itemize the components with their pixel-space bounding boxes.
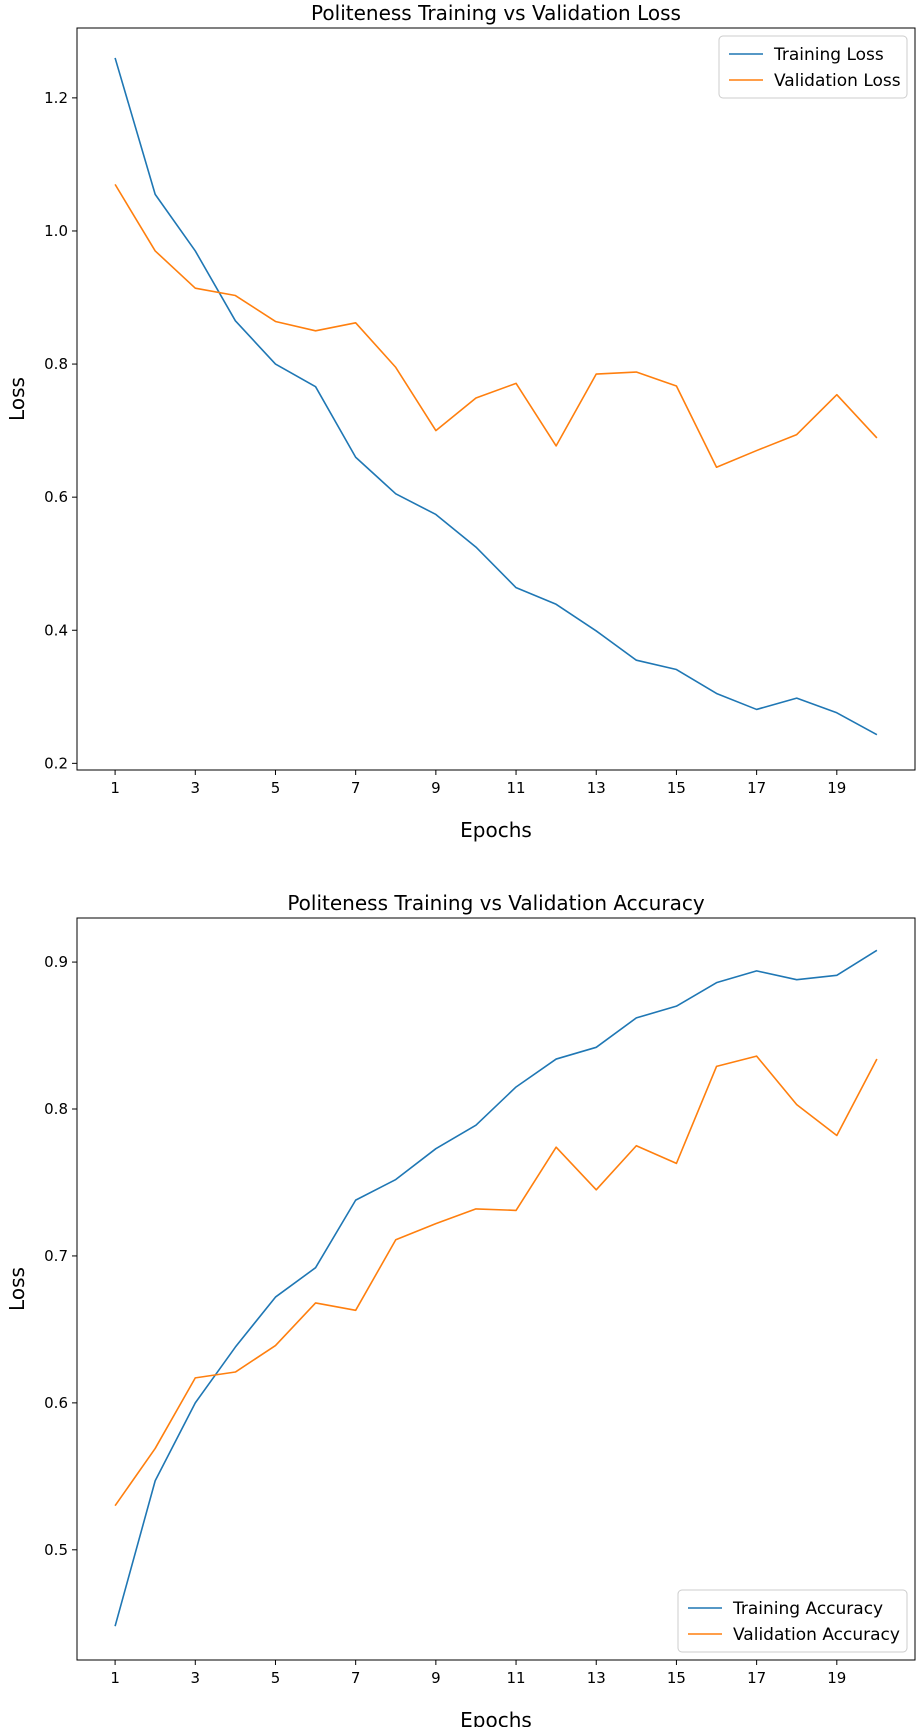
x-tick-label: 5 xyxy=(271,1669,281,1687)
x-tick-label: 11 xyxy=(507,1669,526,1687)
x-tick-label: 1 xyxy=(110,1669,120,1687)
chart-title: Politeness Training vs Validation Loss xyxy=(311,1,681,25)
y-tick-label: 1.2 xyxy=(44,89,68,107)
x-tick-label: 9 xyxy=(431,1669,441,1687)
chart-panel-2: Politeness Training vs Validation Accura… xyxy=(5,891,916,1727)
x-axis-label: Epochs xyxy=(460,818,532,842)
legend-label: Validation Loss xyxy=(774,71,901,91)
x-tick-label: 9 xyxy=(431,779,441,797)
plot-frame xyxy=(76,27,916,771)
chart-title: Politeness Training vs Validation Accura… xyxy=(287,891,704,915)
x-axis-label: Epochs xyxy=(460,1708,532,1727)
y-axis-label: Loss xyxy=(5,377,29,421)
x-tick-label: 11 xyxy=(507,779,526,797)
y-tick-label: 1.0 xyxy=(44,222,68,240)
legend: Training Loss Validation Loss xyxy=(718,35,908,99)
y-tick-label: 0.7 xyxy=(44,1247,68,1265)
series-line-1 xyxy=(114,949,878,1627)
x-tick-label: 1 xyxy=(110,779,120,797)
x-tick-label: 3 xyxy=(191,1669,201,1687)
y-tick-label: 0.6 xyxy=(44,488,68,506)
y-tick-label: 0.5 xyxy=(44,1541,68,1559)
x-tick-label: 15 xyxy=(667,1669,686,1687)
y-tick-label: 0.8 xyxy=(44,1100,68,1118)
x-tick-label: 19 xyxy=(827,1669,846,1687)
series-line-2 xyxy=(114,1055,878,1507)
y-tick-label: 0.2 xyxy=(44,754,68,772)
legend-label: Training Loss xyxy=(773,45,884,65)
series-line-2 xyxy=(114,183,878,469)
y-axis-label: Loss xyxy=(5,1267,29,1311)
legend-label: Validation Accuracy xyxy=(733,1625,900,1645)
x-tick-label: 17 xyxy=(747,779,766,797)
y-tick-label: 0.6 xyxy=(44,1394,68,1412)
y-tick-label: 0.9 xyxy=(44,953,68,971)
legend: Training Accuracy Validation Accuracy xyxy=(677,1589,908,1653)
series-line-1 xyxy=(114,57,878,736)
x-tick-label: 19 xyxy=(827,779,846,797)
x-tick-label: 13 xyxy=(587,779,606,797)
x-tick-label: 3 xyxy=(191,779,201,797)
legend-label: Training Accuracy xyxy=(732,1599,883,1619)
legend-box xyxy=(677,1589,908,1653)
x-tick-label: 17 xyxy=(747,1669,766,1687)
y-tick-label: 0.8 xyxy=(44,355,68,373)
x-tick-label: 7 xyxy=(351,1669,361,1687)
x-tick-label: 15 xyxy=(667,779,686,797)
legend-box xyxy=(718,35,908,99)
x-tick-label: 5 xyxy=(271,779,281,797)
x-tick-label: 7 xyxy=(351,779,361,797)
x-tick-label: 13 xyxy=(587,1669,606,1687)
plot-frame xyxy=(76,917,916,1661)
y-tick-label: 0.4 xyxy=(44,621,68,639)
